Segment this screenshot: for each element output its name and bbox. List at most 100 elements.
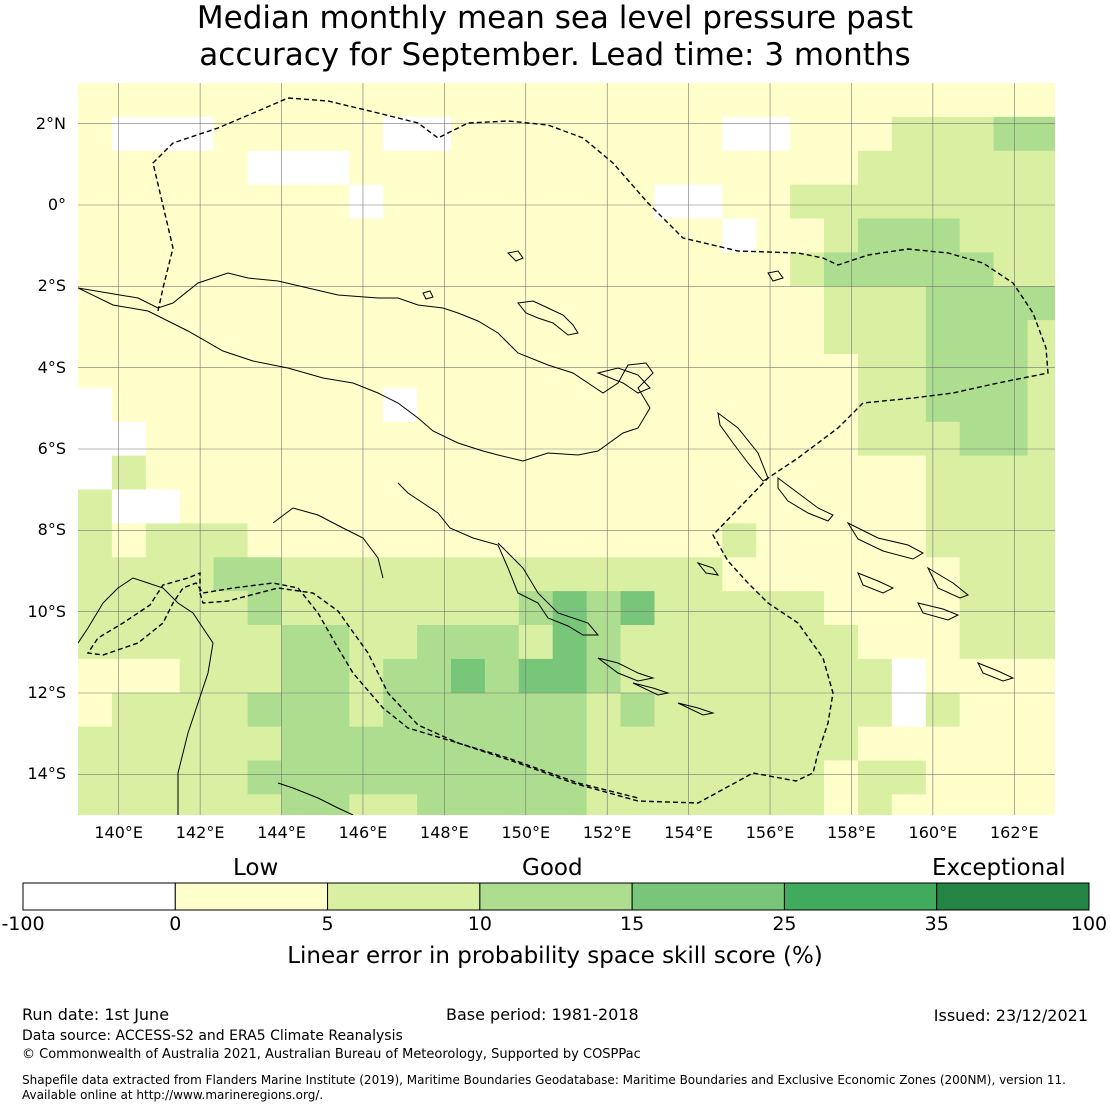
heatmap-cell — [586, 489, 622, 524]
heatmap-cell — [654, 760, 689, 795]
heatmap-cell — [111, 421, 147, 457]
heatmap-cell — [484, 658, 520, 694]
heatmap-cell — [213, 218, 249, 253]
y-tick-label: 0° — [47, 195, 66, 214]
heatmap-cell — [247, 354, 283, 389]
heatmap-cell — [451, 625, 486, 660]
heatmap-cell — [925, 455, 961, 491]
heatmap-cell — [891, 116, 927, 152]
heatmap-cell — [620, 421, 656, 457]
heatmap-cell — [281, 184, 316, 220]
heatmap-cell — [111, 218, 147, 253]
heatmap-cell — [349, 489, 384, 524]
colorbar-tick-label: 15 — [620, 913, 645, 935]
heatmap-cell — [857, 591, 893, 626]
heatmap-cell — [213, 150, 249, 186]
heatmap-cell — [349, 421, 384, 457]
heatmap-cell — [78, 455, 113, 491]
heatmap-cell — [179, 523, 215, 558]
heatmap-cell — [688, 658, 723, 694]
heatmap-cell — [722, 692, 757, 728]
heatmap-cell — [518, 760, 554, 795]
heatmap-cell — [281, 726, 316, 762]
aus-eez-boundary — [199, 587, 639, 799]
heatmap-cell — [857, 150, 893, 186]
heatmap-cell — [620, 489, 656, 524]
heatmap-cell — [925, 658, 961, 694]
heatmap-cell — [111, 387, 147, 423]
heatmap-cell — [451, 354, 486, 389]
copyright: © Commonwealth of Australia 2021, Austra… — [22, 1047, 641, 1062]
heatmap-cell — [891, 320, 927, 355]
heatmap-cell — [756, 760, 791, 795]
png-eez-boundary — [86, 97, 1049, 804]
heatmap-cell — [586, 625, 622, 660]
heatmap-cell — [552, 625, 588, 660]
heatmap-cell — [993, 387, 1029, 423]
heatmap-cell — [518, 252, 554, 287]
heatmap-cell — [722, 116, 757, 152]
heatmap-cell — [383, 150, 418, 186]
heatmap-cell — [824, 523, 859, 558]
heatmap-cell — [925, 421, 961, 457]
heatmap-cell — [451, 760, 486, 795]
heatmap-cell — [790, 286, 825, 321]
data-source: Data source: ACCESS-S2 and ERA5 Climate … — [22, 1028, 403, 1044]
heatmap-cell — [145, 387, 181, 423]
heatmap-cell — [281, 658, 316, 694]
heatmap-cell — [484, 150, 520, 186]
heatmap-cell — [993, 320, 1029, 355]
colorbar — [22, 882, 1090, 911]
heatmap-cell — [586, 455, 622, 491]
heatmap-cell — [451, 658, 486, 694]
heatmap-cell — [281, 523, 316, 558]
heatmap-cell — [451, 387, 486, 423]
heatmap-cell — [247, 557, 283, 592]
heatmap-cell — [179, 794, 215, 815]
heatmap-cell — [857, 557, 893, 592]
heatmap-cell — [179, 83, 215, 118]
heatmap-cell — [451, 794, 486, 815]
heatmap-cell — [993, 591, 1029, 626]
heatmap-cell — [824, 320, 859, 355]
heatmap-cell — [179, 184, 215, 220]
heatmap-cell — [688, 523, 723, 558]
heatmap-cell — [552, 286, 588, 321]
heatmap-cell — [756, 421, 791, 457]
heatmap-cell — [857, 455, 893, 491]
heatmap-cell — [78, 150, 113, 186]
heatmap-cell — [383, 421, 418, 457]
heatmap-cell — [518, 286, 554, 321]
heatmap-cell — [790, 252, 825, 287]
heatmap-cell — [417, 184, 452, 220]
heatmap-cell — [857, 320, 893, 355]
heatmap-cell — [756, 726, 791, 762]
heatmap-cell — [654, 455, 689, 491]
heatmap-cell — [417, 591, 452, 626]
heatmap-cell — [179, 692, 215, 728]
heatmap-cell — [247, 489, 283, 524]
heatmap-cell — [281, 150, 316, 186]
heatmap-cell — [857, 658, 893, 694]
heatmap-cell — [620, 116, 656, 152]
heatmap-cell — [790, 692, 825, 728]
colorbar-bin — [174, 882, 329, 911]
heatmap-cell — [383, 625, 418, 660]
heatmap-cell — [111, 150, 147, 186]
heatmap-cell — [756, 489, 791, 524]
heatmap-cell — [213, 625, 249, 660]
heatmap-cell — [993, 116, 1029, 152]
heatmap-cell — [518, 658, 554, 694]
y-tick-label: 2°S — [37, 276, 66, 296]
heatmap-cell — [247, 794, 283, 815]
heatmap-cell — [78, 218, 113, 253]
heatmap-cell — [417, 116, 452, 152]
colorbar-tick-label: -100 — [1, 913, 45, 935]
heatmap-cell — [145, 794, 181, 815]
heatmap-cell — [179, 557, 215, 592]
x-tick-label: 152°E — [582, 823, 632, 842]
heatmap-cell — [824, 218, 859, 253]
heatmap-cell — [1027, 116, 1055, 152]
heatmap-cell — [518, 557, 554, 592]
heatmap-cell — [145, 692, 181, 728]
